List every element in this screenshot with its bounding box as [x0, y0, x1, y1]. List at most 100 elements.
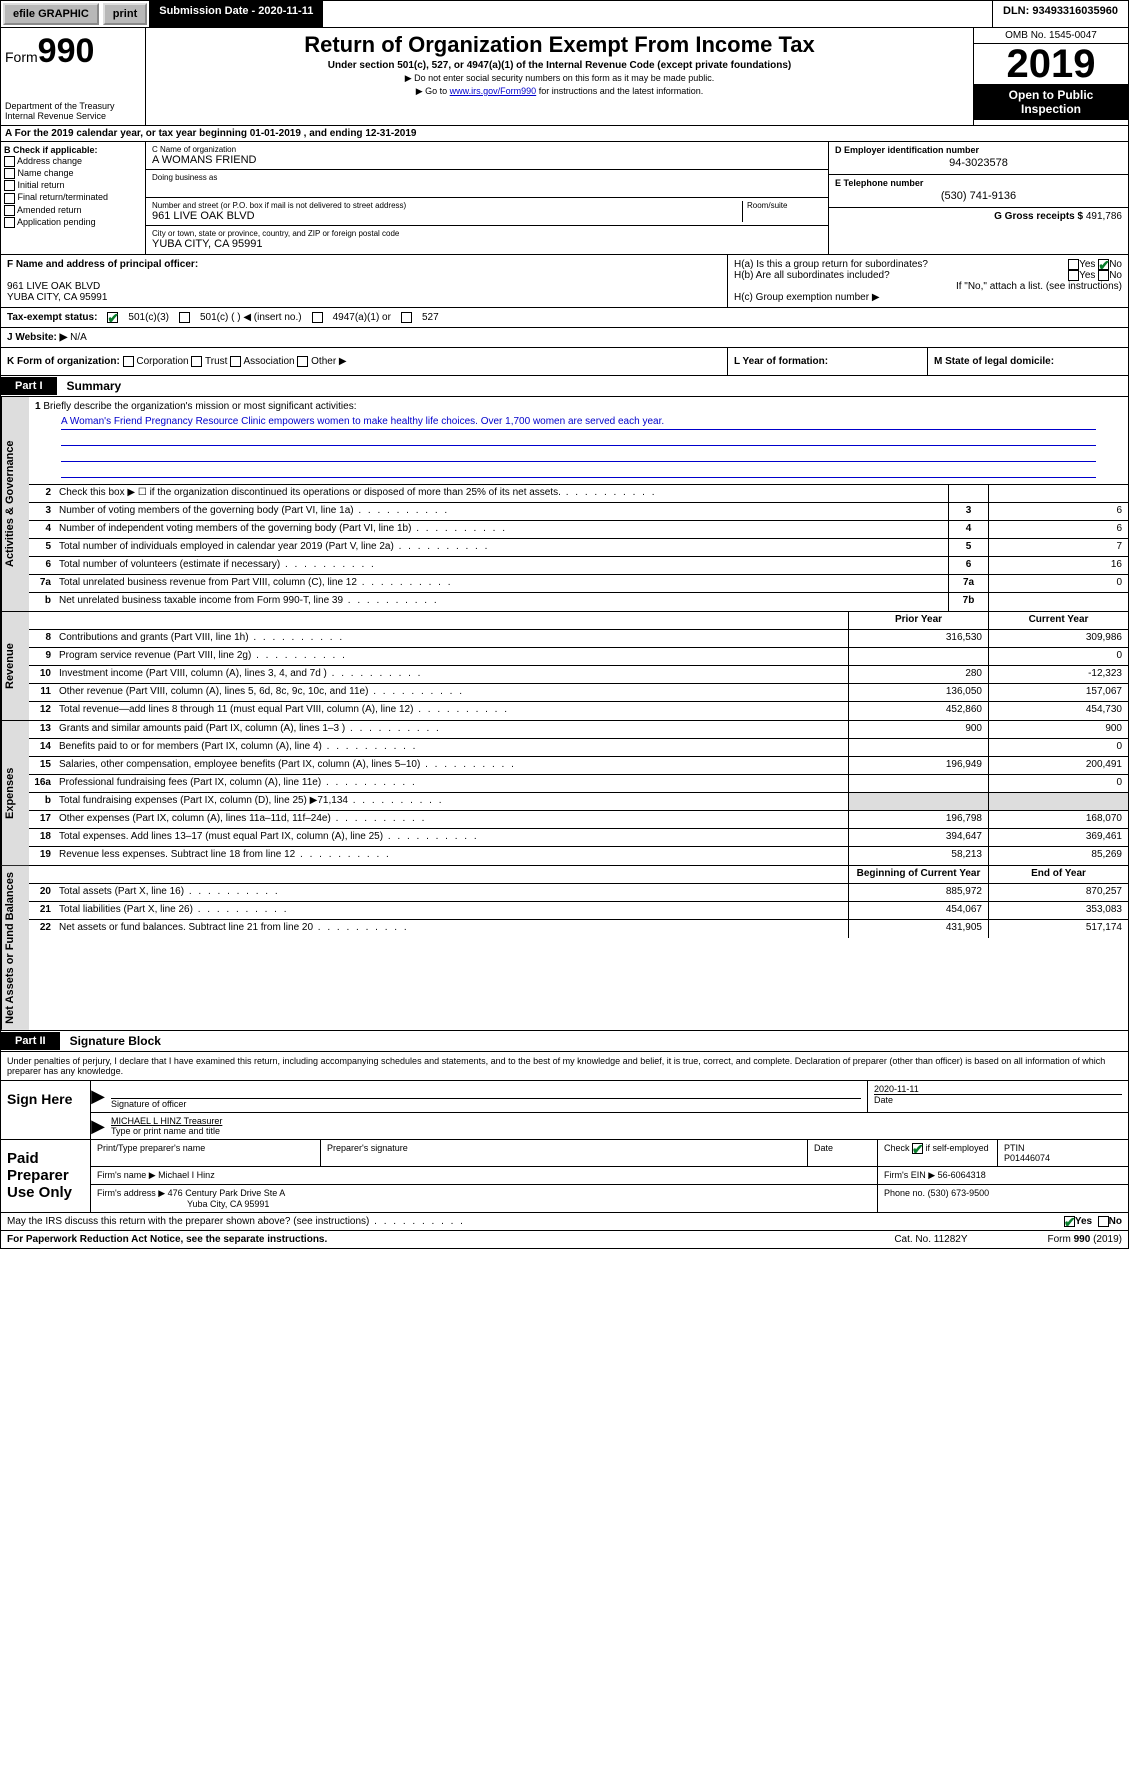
form-label: Form	[5, 49, 38, 65]
blank-line	[61, 432, 1096, 446]
print-button[interactable]: print	[103, 3, 147, 25]
table-row: 12 Total revenue—add lines 8 through 11 …	[29, 702, 1128, 720]
beginning-year-header: Beginning of Current Year	[848, 866, 988, 883]
table-row: 14 Benefits paid to or for members (Part…	[29, 739, 1128, 757]
phone-value: (530) 741-9136	[835, 188, 1122, 204]
dln-label: DLN: 93493316035960	[992, 1, 1128, 27]
hb-yes-check[interactable]	[1068, 270, 1079, 281]
paid-preparer-label: Paid Preparer Use Only	[1, 1140, 91, 1212]
check-trust[interactable]	[191, 356, 202, 367]
check-initial-return[interactable]: Initial return	[4, 180, 142, 191]
col-h-group: H(a) Is this a group return for subordin…	[728, 255, 1128, 307]
table-row: 15 Salaries, other compensation, employe…	[29, 757, 1128, 775]
netassets-section: Net Assets or Fund Balances Beginning of…	[0, 866, 1129, 1031]
ha-label: H(a) Is this a group return for subordin…	[734, 259, 928, 270]
cat-no: Cat. No. 11282Y	[894, 1234, 967, 1245]
table-row: 5 Total number of individuals employed i…	[29, 539, 1128, 557]
self-employed-check[interactable]	[912, 1143, 923, 1154]
expenses-section: Expenses 13 Grants and similar amounts p…	[0, 721, 1129, 866]
arrow-icon: ▶	[91, 1113, 105, 1139]
check-4947[interactable]	[312, 312, 323, 323]
self-employed-cell: Check if self-employed	[878, 1140, 998, 1166]
efile-button[interactable]: efile GRAPHIC	[3, 3, 99, 25]
sig-officer-label: Signature of officer	[111, 1098, 861, 1109]
check-final-return[interactable]: Final return/terminated	[4, 192, 142, 203]
website-label: J Website: ▶	[7, 332, 67, 343]
city-label: City or town, state or province, country…	[152, 229, 822, 238]
revenue-header-row: Prior Year Current Year	[29, 612, 1128, 630]
check-501c[interactable]	[179, 312, 190, 323]
table-row: 11 Other revenue (Part VIII, column (A),…	[29, 684, 1128, 702]
note-ssn: ▶ Do not enter social security numbers o…	[150, 73, 969, 84]
officer-label: F Name and address of principal officer:	[7, 259, 198, 270]
table-row: 13 Grants and similar amounts paid (Part…	[29, 721, 1128, 739]
blank-line	[61, 464, 1096, 478]
table-row: 9 Program service revenue (Part VIII, li…	[29, 648, 1128, 666]
dept-label: Department of the Treasury Internal Reve…	[5, 101, 141, 121]
check-amended[interactable]: Amended return	[4, 205, 142, 216]
row-fh: F Name and address of principal officer:…	[0, 255, 1129, 308]
row-i-tax-status: Tax-exempt status: 501(c)(3) 501(c) ( ) …	[0, 308, 1129, 328]
ha-yes-check[interactable]	[1068, 259, 1079, 270]
firm-name-cell: Firm's name ▶ Michael I Hinz	[91, 1167, 878, 1184]
page-footer: For Paperwork Reduction Act Notice, see …	[0, 1231, 1129, 1249]
discuss-no-check[interactable]	[1098, 1216, 1109, 1227]
row-klm: K Form of organization: Corporation Trus…	[0, 348, 1129, 376]
ein-value: 94-3023578	[835, 155, 1122, 171]
dba-label: Doing business as	[152, 173, 822, 182]
form-subtitle: Under section 501(c), 527, or 4947(a)(1)…	[150, 60, 969, 71]
discuss-label: May the IRS discuss this return with the…	[7, 1216, 465, 1227]
table-row: 8 Contributions and grants (Part VIII, l…	[29, 630, 1128, 648]
preparer-sig-header: Preparer's signature	[321, 1140, 808, 1166]
officer-addr1: 961 LIVE OAK BLVD	[7, 281, 100, 292]
firm-phone: (530) 673-9500	[928, 1188, 990, 1198]
table-row: 18 Total expenses. Add lines 13–17 (must…	[29, 829, 1128, 847]
col-k: K Form of organization: Corporation Trus…	[1, 348, 728, 375]
check-assoc[interactable]	[230, 356, 241, 367]
table-row: 6 Total number of volunteers (estimate i…	[29, 557, 1128, 575]
paperwork-notice: For Paperwork Reduction Act Notice, see …	[7, 1234, 327, 1245]
check-527[interactable]	[401, 312, 412, 323]
table-row: 2 Check this box ▶ ☐ if the organization…	[29, 485, 1128, 503]
part2-header: Part II Signature Block	[0, 1031, 1129, 1052]
year-box: OMB No. 1545-0047 2019 Open to Public In…	[973, 28, 1128, 125]
check-501c3[interactable]	[107, 312, 118, 323]
firm-phone-cell: Phone no. (530) 673-9500	[878, 1185, 1128, 1212]
firm-ein-cell: Firm's EIN ▶ 56-6064318	[878, 1167, 1128, 1184]
check-other[interactable]	[297, 356, 308, 367]
instructions-link[interactable]: www.irs.gov/Form990	[450, 86, 537, 96]
revenue-section: Revenue Prior Year Current Year 8 Contri…	[0, 612, 1129, 721]
website-value: N/A	[70, 332, 87, 343]
part2-tab: Part II	[1, 1032, 60, 1050]
hb-no-check[interactable]	[1098, 270, 1109, 281]
check-corp[interactable]	[123, 356, 134, 367]
row-j-website: J Website: ▶ N/A	[0, 328, 1129, 348]
col-b-label: B Check if applicable:	[4, 145, 98, 155]
table-row: 16a Professional fundraising fees (Part …	[29, 775, 1128, 793]
table-row: 22 Net assets or fund balances. Subtract…	[29, 920, 1128, 938]
col-f-officer: F Name and address of principal officer:…	[1, 255, 728, 307]
end-year-header: End of Year	[988, 866, 1128, 883]
top-bar: efile GRAPHIC print Submission Date - 20…	[0, 0, 1129, 28]
tax-status-label: Tax-exempt status:	[7, 312, 97, 323]
check-name-change[interactable]: Name change	[4, 168, 142, 179]
check-address-change[interactable]: Address change	[4, 156, 142, 167]
table-row: 3 Number of voting members of the govern…	[29, 503, 1128, 521]
table-row: 17 Other expenses (Part IX, column (A), …	[29, 811, 1128, 829]
part1-title: Summary	[57, 376, 132, 396]
table-row: 19 Revenue less expenses. Subtract line …	[29, 847, 1128, 865]
ein-label: D Employer identification number	[835, 145, 1122, 155]
mission-text: A Woman's Friend Pregnancy Resource Clin…	[61, 414, 1096, 430]
gross-label: G Gross receipts $	[994, 211, 1083, 222]
submission-date: Submission Date - 2020-11-11	[149, 1, 323, 27]
ha-no-check[interactable]	[1098, 259, 1109, 270]
form-title: Return of Organization Exempt From Incom…	[150, 32, 969, 58]
firm-addr2: Yuba City, CA 95991	[187, 1199, 269, 1209]
col-d-numbers: D Employer identification number 94-3023…	[828, 142, 1128, 254]
check-app-pending[interactable]: Application pending	[4, 217, 142, 228]
hc-label: H(c) Group exemption number ▶	[734, 292, 1122, 303]
table-row: 7a Total unrelated business revenue from…	[29, 575, 1128, 593]
addr-value: 961 LIVE OAK BLVD	[152, 210, 742, 222]
arrow-icon: ▶	[91, 1081, 105, 1112]
discuss-yes-check[interactable]	[1064, 1216, 1075, 1227]
